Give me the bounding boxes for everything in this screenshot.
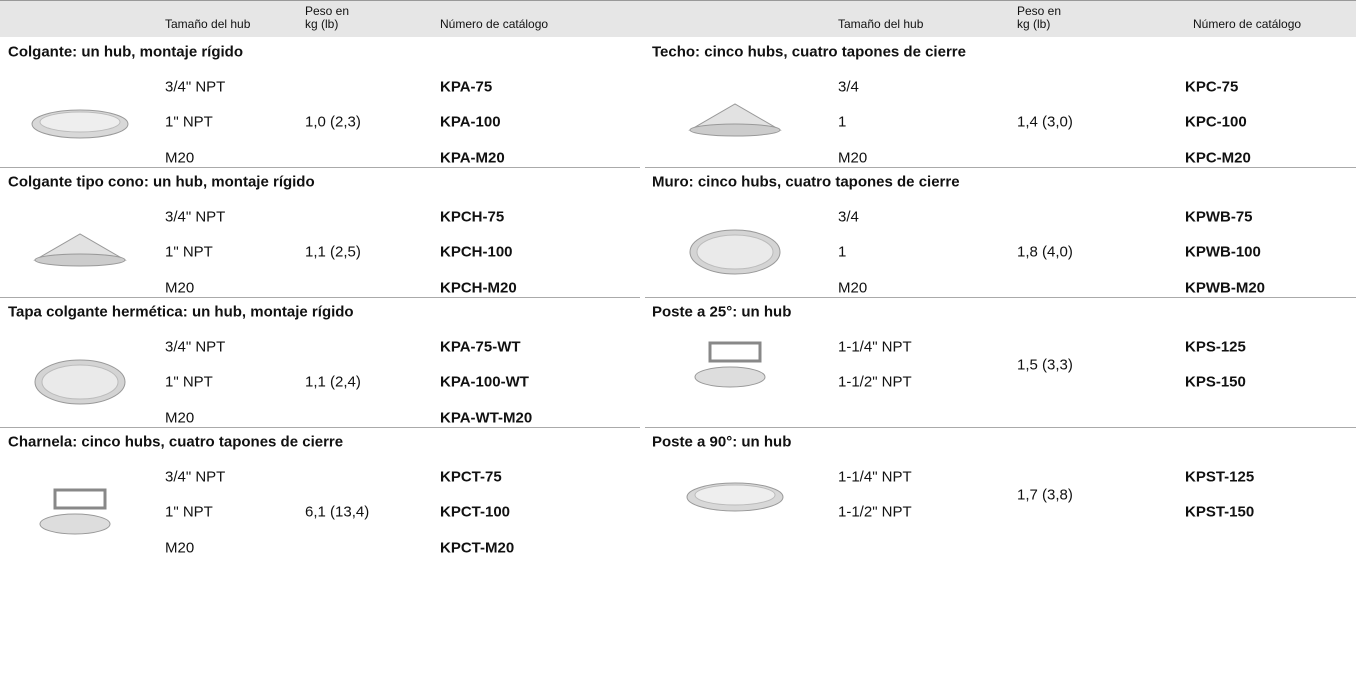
catalog-number: KPCH-75 — [440, 208, 505, 226]
product-image — [31, 109, 129, 139]
catalog-number: KPS-125 — [1185, 338, 1246, 356]
hub-size: 1" NPT — [165, 243, 213, 261]
hub-size: 1 — [838, 243, 847, 261]
hub-size: M20 — [838, 279, 868, 297]
section-title: Muro: cinco hubs, cuatro tapones de cier… — [652, 173, 960, 191]
hub-size: 1-1/2" NPT — [838, 503, 912, 521]
section-title: Colgante tipo cono: un hub, montaje rígi… — [8, 173, 315, 191]
hub-size: 3/4" NPT — [165, 78, 226, 96]
header-weight: Peso en kg (lb) — [1017, 4, 1062, 31]
catalog-number: KPA-M20 — [440, 149, 505, 167]
product-image — [33, 233, 127, 267]
hub-size: M20 — [838, 149, 868, 167]
hub-size: M20 — [165, 539, 195, 557]
hub-size: 1-1/4" NPT — [838, 338, 912, 356]
hub-size: 3/4" NPT — [165, 468, 226, 486]
catalog-number: KPWB-100 — [1185, 243, 1261, 261]
catalog-number: KPA-100-WT — [440, 373, 529, 391]
catalog-number: KPCT-75 — [440, 468, 502, 486]
hub-size: 1 — [838, 113, 847, 131]
catalog-number: KPCH-M20 — [440, 279, 517, 297]
product-image — [688, 103, 782, 137]
hub-size: 1" NPT — [165, 113, 213, 131]
section-title: Poste a 90°: un hub — [652, 433, 792, 451]
catalog-number: KPC-100 — [1185, 113, 1247, 131]
weight: 1,4 (3,0) — [1017, 113, 1073, 131]
catalog-number: KPST-125 — [1185, 468, 1255, 486]
row-separator — [645, 167, 1356, 168]
product-image — [694, 341, 766, 388]
catalog-number: KPA-100 — [440, 113, 501, 131]
hub-size: 1" NPT — [165, 503, 213, 521]
weight: 1,1 (2,5) — [305, 243, 361, 261]
product-image — [686, 482, 784, 512]
row-separator — [645, 297, 1356, 298]
header-hub-size: Tamaño del hub — [165, 17, 251, 31]
product-image — [34, 359, 126, 405]
weight: 1,8 (4,0) — [1017, 243, 1073, 261]
hub-size: 3/4" NPT — [165, 208, 226, 226]
catalog-number: KPC-M20 — [1185, 149, 1251, 167]
product-image — [39, 488, 111, 535]
header-catalog: Número de catálogo — [1193, 17, 1302, 31]
row-separator — [645, 427, 1356, 428]
catalog-number: KPC-75 — [1185, 78, 1239, 96]
header-weight: Peso en kg (lb) — [305, 4, 350, 31]
catalog-number: KPST-150 — [1185, 503, 1255, 521]
hub-size: 3/4 — [838, 208, 859, 226]
hub-size: M20 — [165, 409, 195, 427]
hub-size: M20 — [165, 279, 195, 297]
catalog-number: KPWB-M20 — [1185, 279, 1266, 297]
weight: 6,1 (13,4) — [305, 503, 370, 521]
section-title: Charnela: cinco hubs, cuatro tapones de … — [8, 433, 344, 451]
hub-size: M20 — [165, 149, 195, 167]
weight: 1,5 (3,3) — [1017, 356, 1073, 374]
catalog-number: KPCH-100 — [440, 243, 513, 261]
product-image — [689, 229, 781, 275]
section-title: Poste a 25°: un hub — [652, 303, 792, 321]
section-title: Tapa colgante hermética: un hub, montaje… — [8, 303, 354, 321]
hub-size: 1-1/4" NPT — [838, 468, 912, 486]
catalog-number: KPA-75-WT — [440, 338, 521, 356]
weight: 1,1 (2,4) — [305, 373, 361, 391]
row-separator — [0, 427, 640, 428]
catalog-number: KPA-75 — [440, 78, 493, 96]
section-title: Techo: cinco hubs, cuatro tapones de cie… — [652, 43, 966, 61]
hub-size: 1-1/2" NPT — [838, 373, 912, 391]
row-separator — [0, 297, 640, 298]
catalog-number: KPA-WT-M20 — [440, 409, 533, 427]
weight: 1,7 (3,8) — [1017, 486, 1073, 504]
catalog-number: KPCT-M20 — [440, 539, 515, 557]
catalog-number: KPWB-75 — [1185, 208, 1253, 226]
header-hub-size: Tamaño del hub — [838, 17, 924, 31]
row-separator — [0, 167, 640, 168]
hub-size: 1" NPT — [165, 373, 213, 391]
table-header: Tamaño del hub Peso en kg (lb) Número de c… — [0, 0, 1356, 37]
header-catalog: Número de catálogo — [440, 17, 549, 31]
section-title: Colgante: un hub, montaje rígido — [8, 43, 243, 61]
weight: 1,0 (2,3) — [305, 113, 361, 131]
catalog-number: KPS-150 — [1185, 373, 1246, 391]
catalog-number: KPCT-100 — [440, 503, 511, 521]
hub-size: 3/4 — [838, 78, 859, 96]
hub-size: 3/4" NPT — [165, 338, 226, 356]
